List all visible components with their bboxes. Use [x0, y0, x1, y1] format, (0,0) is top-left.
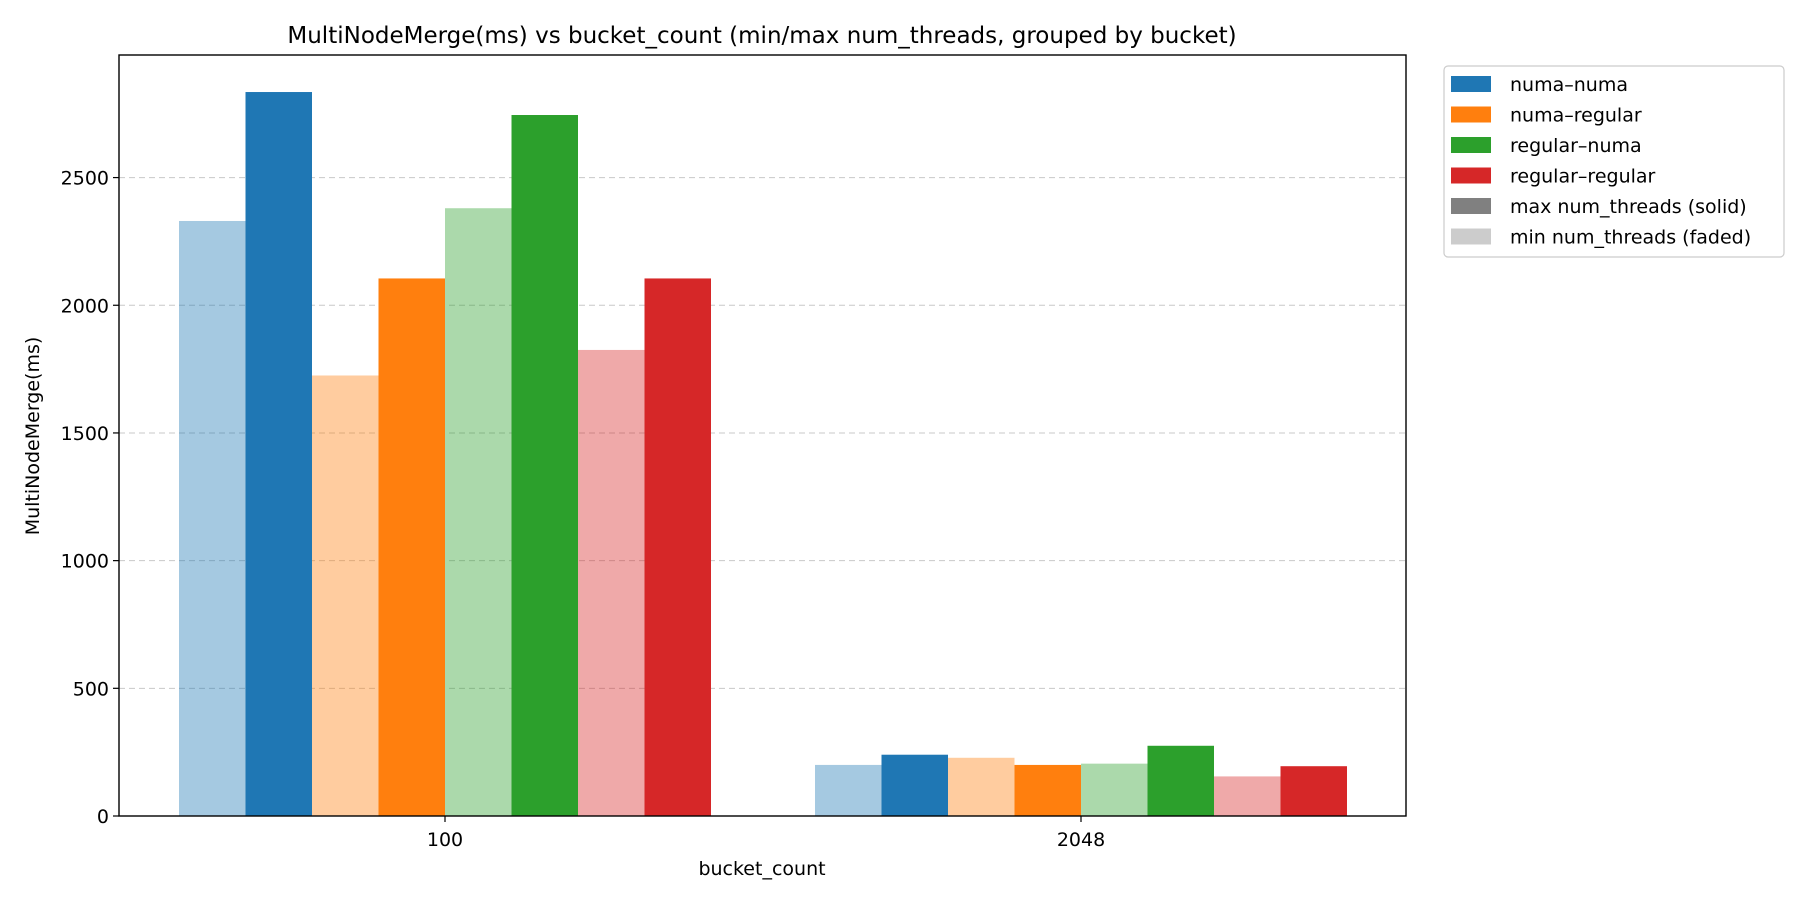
bar-numa-regular-max-2048	[1014, 764, 1081, 816]
legend-swatch	[1451, 198, 1491, 214]
legend-label: regular–numa	[1510, 135, 1642, 157]
legend-swatch	[1451, 76, 1491, 92]
bar-numa-numa-min-100	[179, 220, 246, 816]
legend-label: regular–regular	[1510, 166, 1656, 188]
bar-regular-numa-max-2048	[1147, 745, 1214, 816]
bar-numa-regular-max-100	[378, 278, 445, 816]
legend-label: numa–regular	[1510, 105, 1642, 127]
bar-regular-numa-min-2048	[1081, 763, 1148, 816]
legend-frame	[1443, 65, 1785, 258]
x-axis: 100 2048	[427, 816, 1105, 851]
bar-numa-regular-min-2048	[948, 757, 1015, 816]
y-tick-label: 1500	[61, 423, 109, 445]
bar-regular-regular-max-2048	[1280, 766, 1347, 816]
y-tick-label: 2500	[61, 168, 109, 190]
legend-label: numa–numa	[1510, 74, 1628, 96]
legend-swatch	[1451, 137, 1491, 153]
x-tick-label: 2048	[1057, 829, 1105, 851]
bar-numa-numa-min-2048	[815, 764, 882, 816]
chart-title: MultiNodeMerge(ms) vs bucket_count (min/…	[287, 23, 1236, 49]
bar-regular-regular-min-2048	[1214, 776, 1281, 816]
y-tick-label: 500	[73, 678, 109, 700]
y-axis-label: MultiNodeMerge(ms)	[22, 337, 44, 536]
bar-regular-regular-min-100	[578, 349, 645, 816]
bar-numa-numa-max-2048	[881, 754, 948, 816]
y-tick-label: 1000	[61, 551, 109, 573]
grid-lines	[119, 177, 1406, 689]
legend-label: min num_threads (faded)	[1510, 227, 1751, 249]
y-tick-label: 2000	[61, 295, 109, 317]
x-axis-label: bucket_count	[698, 858, 825, 880]
legend-swatch	[1451, 167, 1491, 184]
x-tick-label: 100	[427, 829, 463, 851]
bars	[179, 92, 1347, 817]
bar-regular-numa-min-100	[445, 208, 512, 816]
bar-regular-regular-max-100	[644, 278, 711, 816]
bar-regular-numa-max-100	[511, 115, 578, 817]
legend-swatch	[1451, 228, 1491, 245]
plot-frame	[118, 54, 1407, 817]
bar-numa-regular-min-100	[312, 375, 379, 816]
y-axis: 0 500 1000 1500 2000 2500	[61, 168, 119, 828]
legend: numa–numa numa–regular regular–numa regular…	[1443, 65, 1785, 258]
bar-numa-numa-max-100	[245, 92, 312, 817]
legend-swatch	[1451, 106, 1491, 123]
legend-label: max num_threads (solid)	[1510, 196, 1747, 218]
y-tick-label: 0	[97, 806, 109, 828]
